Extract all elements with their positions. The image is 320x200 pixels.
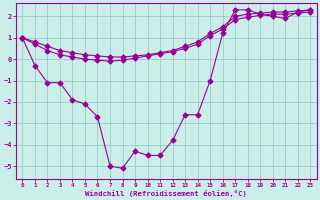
X-axis label: Windchill (Refroidissement éolien,°C): Windchill (Refroidissement éolien,°C) bbox=[85, 190, 247, 197]
